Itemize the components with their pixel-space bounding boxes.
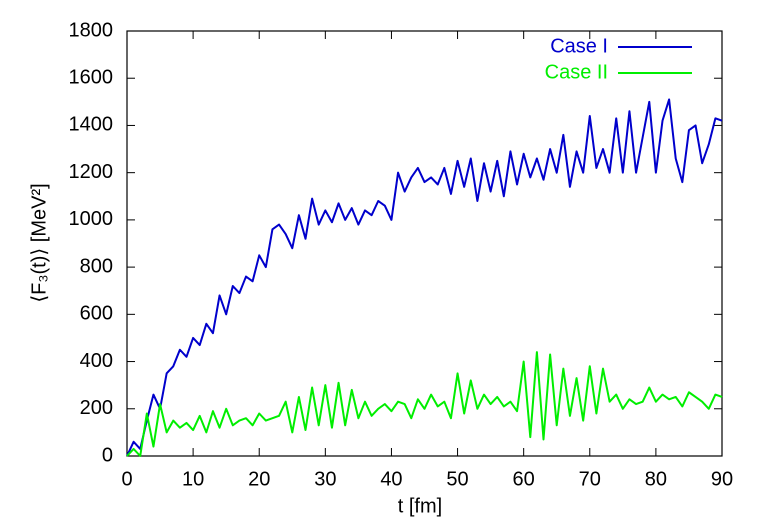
y-tick-label: 400 [80, 350, 113, 372]
y-tick-label: 1800 [69, 19, 114, 41]
x-tick-label: 30 [314, 468, 336, 490]
x-tick-label: 60 [513, 468, 535, 490]
x-tick-label: 0 [121, 468, 132, 490]
y-tick-label: 1400 [69, 114, 114, 136]
y-tick-label: 1200 [69, 161, 114, 183]
x-tick-label: 10 [182, 468, 204, 490]
x-tick-label: 80 [645, 468, 667, 490]
y-tick-label: 800 [80, 255, 113, 277]
y-tick-label: 0 [102, 444, 113, 466]
y-tick-label: 1600 [69, 67, 114, 89]
plot-frame [126, 30, 723, 457]
x-tick-label: 40 [380, 468, 402, 490]
x-tick-label: 90 [711, 468, 733, 490]
legend-label: Case I [550, 35, 608, 57]
y-tick-label: 1000 [69, 208, 114, 230]
x-tick-label: 50 [446, 468, 468, 490]
y-axis-label: ⟨F₃(t)⟩ [MeV²] [28, 183, 50, 302]
x-axis-label: t [fm] [398, 495, 442, 517]
y-tick-label: 600 [80, 303, 113, 325]
legend-label: Case II [545, 61, 608, 83]
x-tick-label: 70 [579, 468, 601, 490]
series-line [126, 98, 723, 457]
y-tick-label: 200 [80, 397, 113, 419]
series-line [126, 351, 723, 457]
x-tick-label: 20 [248, 468, 270, 490]
